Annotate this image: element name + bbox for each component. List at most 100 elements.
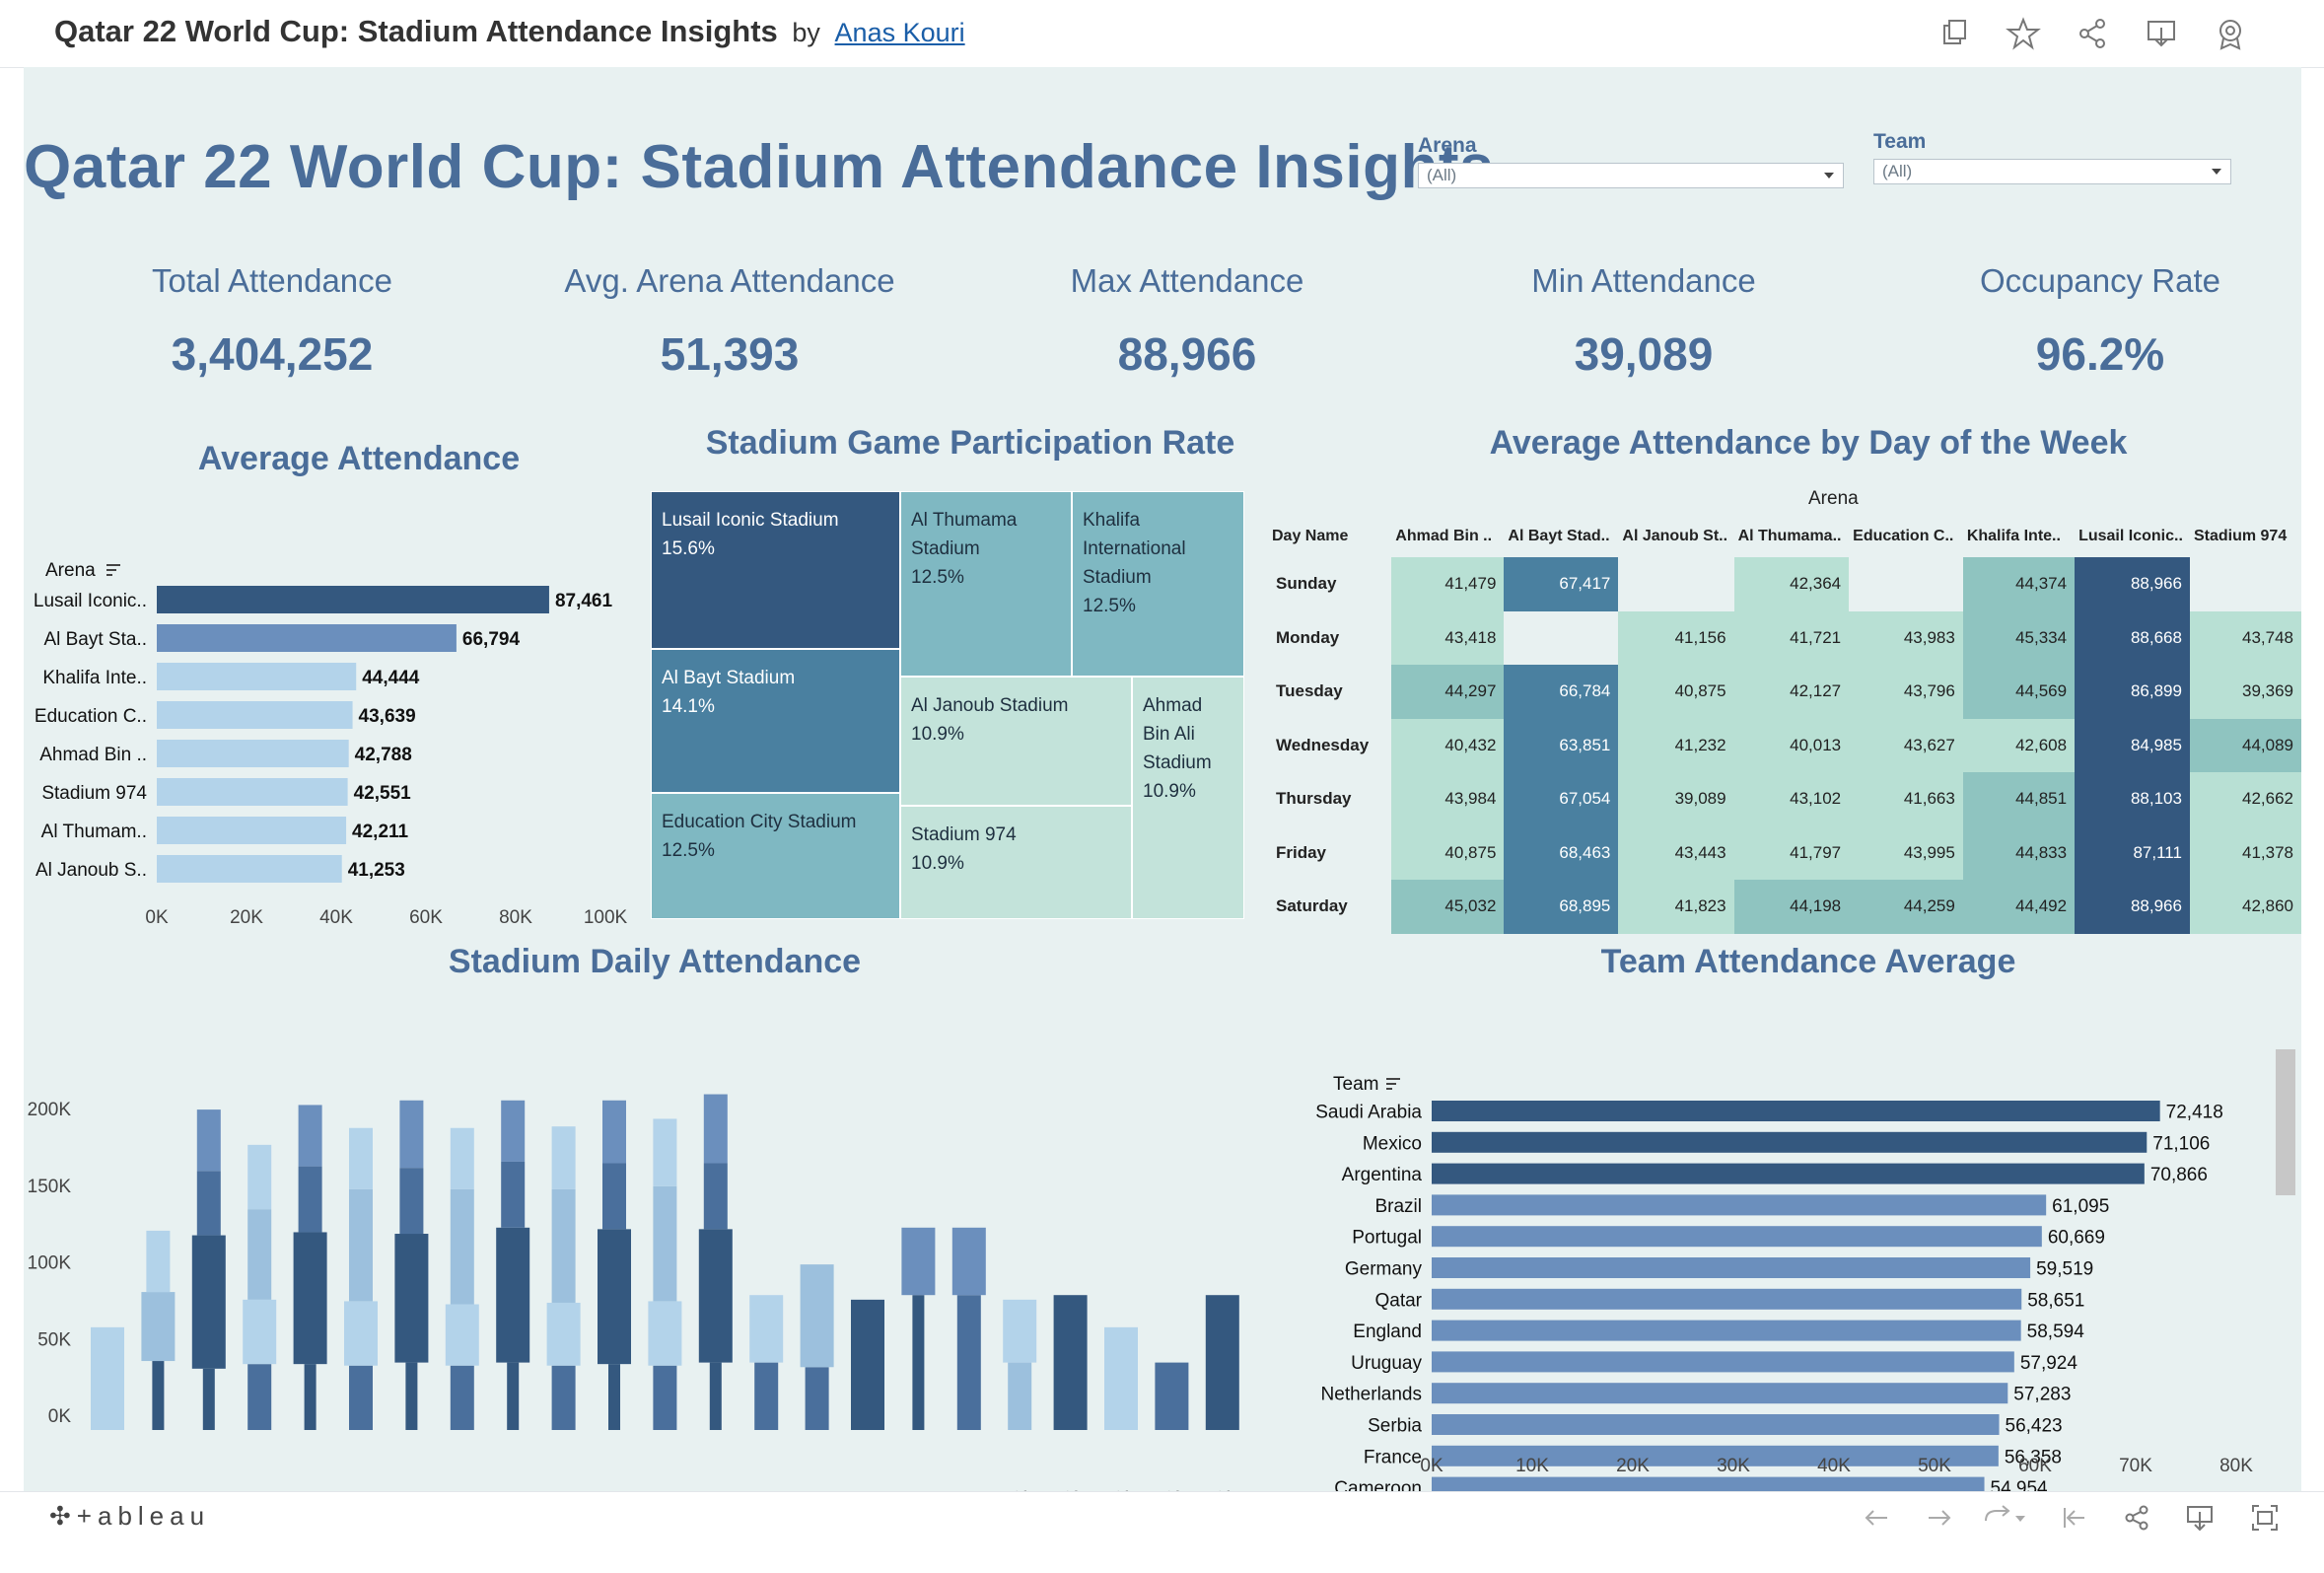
team-bar[interactable] bbox=[1432, 1476, 1985, 1491]
copy-icon[interactable] bbox=[1935, 14, 1974, 53]
heatmap-cell[interactable]: 68,463 bbox=[1504, 825, 1619, 880]
heatmap-cell[interactable]: 43,627 bbox=[1849, 718, 1963, 772]
daily-bar-segment[interactable] bbox=[349, 1127, 373, 1189]
daily-bar-segment[interactable] bbox=[598, 1229, 631, 1365]
daily-bar-segment[interactable] bbox=[445, 1304, 479, 1366]
reset-icon[interactable] bbox=[2059, 1503, 2088, 1533]
heatmap-cell[interactable] bbox=[2189, 557, 2301, 611]
daily-bar-segment[interactable] bbox=[450, 1127, 474, 1189]
share-icon[interactable] bbox=[2073, 14, 2112, 53]
team-bar[interactable] bbox=[1432, 1414, 2000, 1435]
daily-bar-segment[interactable] bbox=[698, 1229, 733, 1363]
daily-bar-segment[interactable] bbox=[551, 1365, 576, 1430]
daily-bar-segment[interactable] bbox=[1104, 1326, 1138, 1430]
daily-bar-segment[interactable] bbox=[551, 1188, 576, 1303]
download-icon[interactable] bbox=[2142, 14, 2181, 53]
daily-bar-segment[interactable] bbox=[304, 1364, 317, 1430]
heatmap-cell[interactable]: 43,983 bbox=[1849, 610, 1963, 665]
heatmap-cell[interactable]: 40,875 bbox=[1618, 665, 1734, 719]
daily-bar-segment[interactable] bbox=[951, 1227, 986, 1296]
heatmap-column-header[interactable]: Education C.. bbox=[1853, 528, 1954, 544]
share-icon[interactable] bbox=[2122, 1503, 2151, 1533]
daily-bar-segment[interactable] bbox=[247, 1209, 272, 1300]
heatmap-cell[interactable]: 44,851 bbox=[1962, 772, 2076, 826]
heatmap-cell[interactable]: 87,111 bbox=[2075, 825, 2190, 880]
daily-bar-segment[interactable] bbox=[1155, 1362, 1189, 1430]
heatmap-cell[interactable]: 44,833 bbox=[1962, 825, 2076, 880]
daily-bar-segment[interactable] bbox=[501, 1100, 526, 1162]
heatmap-cell[interactable] bbox=[1618, 557, 1734, 611]
daily-bar-segment[interactable] bbox=[496, 1227, 530, 1363]
daily-bar-segment[interactable] bbox=[648, 1301, 682, 1366]
daily-bar-segment[interactable] bbox=[349, 1365, 373, 1430]
heatmap-column-header[interactable]: Stadium 974 bbox=[2193, 528, 2288, 544]
scrollbar-thumb[interactable] bbox=[2276, 1049, 2295, 1195]
team-bar[interactable] bbox=[1432, 1288, 2022, 1310]
heatmap-cell[interactable]: 68,895 bbox=[1504, 880, 1619, 934]
sort-icon[interactable] bbox=[1386, 1078, 1400, 1090]
daily-bar-segment[interactable] bbox=[1053, 1295, 1088, 1430]
heatmap-cell[interactable]: 41,663 bbox=[1849, 772, 1963, 826]
undo-icon[interactable] bbox=[1862, 1503, 1891, 1533]
heatmap-cell[interactable]: 67,054 bbox=[1504, 772, 1619, 826]
daily-bar-segment[interactable] bbox=[653, 1118, 677, 1186]
heatmap-cell[interactable]: 42,127 bbox=[1733, 665, 1850, 719]
daily-bar-segment[interactable] bbox=[152, 1361, 165, 1430]
daily-bar-segment[interactable] bbox=[901, 1227, 936, 1296]
heatmap-cell[interactable]: 43,443 bbox=[1618, 825, 1734, 880]
avg-bar[interactable] bbox=[157, 624, 457, 652]
daily-bar-segment[interactable] bbox=[653, 1185, 677, 1302]
daily-bar-segment[interactable] bbox=[749, 1295, 784, 1363]
fullscreen-icon[interactable] bbox=[2250, 1503, 2280, 1533]
heatmap-column-header[interactable]: Lusail Iconic.. bbox=[2078, 528, 2183, 544]
heatmap-cell[interactable]: 42,608 bbox=[1962, 718, 2076, 772]
author-link[interactable]: Anas Kouri bbox=[834, 18, 965, 47]
daily-bar-segment[interactable] bbox=[805, 1367, 829, 1430]
heatmap-cell[interactable]: 43,995 bbox=[1849, 825, 1963, 880]
heatmap-cell[interactable] bbox=[1504, 610, 1619, 665]
heatmap-cell[interactable]: 44,259 bbox=[1849, 880, 1963, 934]
treemap-cell[interactable]: Al Bayt Stadium 14.1% bbox=[651, 649, 900, 793]
avg-bar[interactable] bbox=[157, 817, 347, 844]
daily-bar-segment[interactable] bbox=[399, 1168, 424, 1235]
treemap-cell[interactable]: Ahmad Bin Ali Stadium 10.9% bbox=[1132, 677, 1244, 919]
daily-bar-segment[interactable] bbox=[243, 1299, 277, 1365]
daily-bar-segment[interactable] bbox=[1205, 1295, 1239, 1430]
revert-icon[interactable] bbox=[1982, 1503, 2027, 1533]
heatmap-cell[interactable]: 43,984 bbox=[1391, 772, 1505, 826]
daily-bar-segment[interactable] bbox=[501, 1161, 526, 1228]
heatmap-cell[interactable]: 42,364 bbox=[1733, 557, 1850, 611]
avg-bar[interactable] bbox=[157, 855, 342, 883]
heatmap-cell[interactable]: 67,417 bbox=[1504, 557, 1619, 611]
heatmap-cell[interactable]: 39,089 bbox=[1618, 772, 1734, 826]
daily-bar-segment[interactable] bbox=[956, 1295, 981, 1430]
heatmap-cell[interactable]: 66,784 bbox=[1504, 665, 1619, 719]
heatmap-cell[interactable]: 44,569 bbox=[1962, 665, 2076, 719]
team-bar[interactable] bbox=[1432, 1194, 2047, 1216]
badge-icon[interactable] bbox=[2211, 14, 2250, 53]
star-icon[interactable] bbox=[2004, 14, 2043, 53]
daily-bar-segment[interactable] bbox=[196, 1171, 221, 1236]
heatmap-cell[interactable]: 88,668 bbox=[2075, 610, 2190, 665]
daily-bar-segment[interactable] bbox=[754, 1362, 779, 1430]
treemap-cell[interactable]: Stadium 974 10.9% bbox=[900, 806, 1132, 919]
daily-bar-segment[interactable] bbox=[507, 1362, 520, 1430]
heatmap-cell[interactable]: 63,851 bbox=[1504, 718, 1619, 772]
team-bar[interactable] bbox=[1432, 1131, 2148, 1153]
heatmap-column-header[interactable]: Al Janoub St.. bbox=[1622, 528, 1728, 544]
download-icon[interactable] bbox=[2185, 1503, 2215, 1533]
daily-bar-segment[interactable] bbox=[399, 1100, 424, 1169]
daily-bar-segment[interactable] bbox=[703, 1163, 728, 1230]
heatmap-cell[interactable]: 88,966 bbox=[2075, 880, 2190, 934]
heatmap-cell[interactable]: 43,748 bbox=[2189, 610, 2301, 665]
heatmap-column-header[interactable]: Ahmad Bin .. bbox=[1395, 528, 1493, 544]
avg-bar[interactable] bbox=[157, 586, 549, 613]
treemap-cell[interactable]: Al Janoub Stadium 10.9% bbox=[900, 677, 1132, 806]
daily-bar-segment[interactable] bbox=[602, 1100, 626, 1164]
heatmap-cell[interactable]: 41,479 bbox=[1391, 557, 1505, 611]
daily-bar-segment[interactable] bbox=[394, 1234, 429, 1363]
daily-bar-segment[interactable] bbox=[1008, 1362, 1032, 1430]
team-bar[interactable] bbox=[1432, 1257, 2031, 1278]
avg-bar[interactable] bbox=[157, 778, 348, 806]
heatmap-cell[interactable]: 86,899 bbox=[2075, 665, 2190, 719]
